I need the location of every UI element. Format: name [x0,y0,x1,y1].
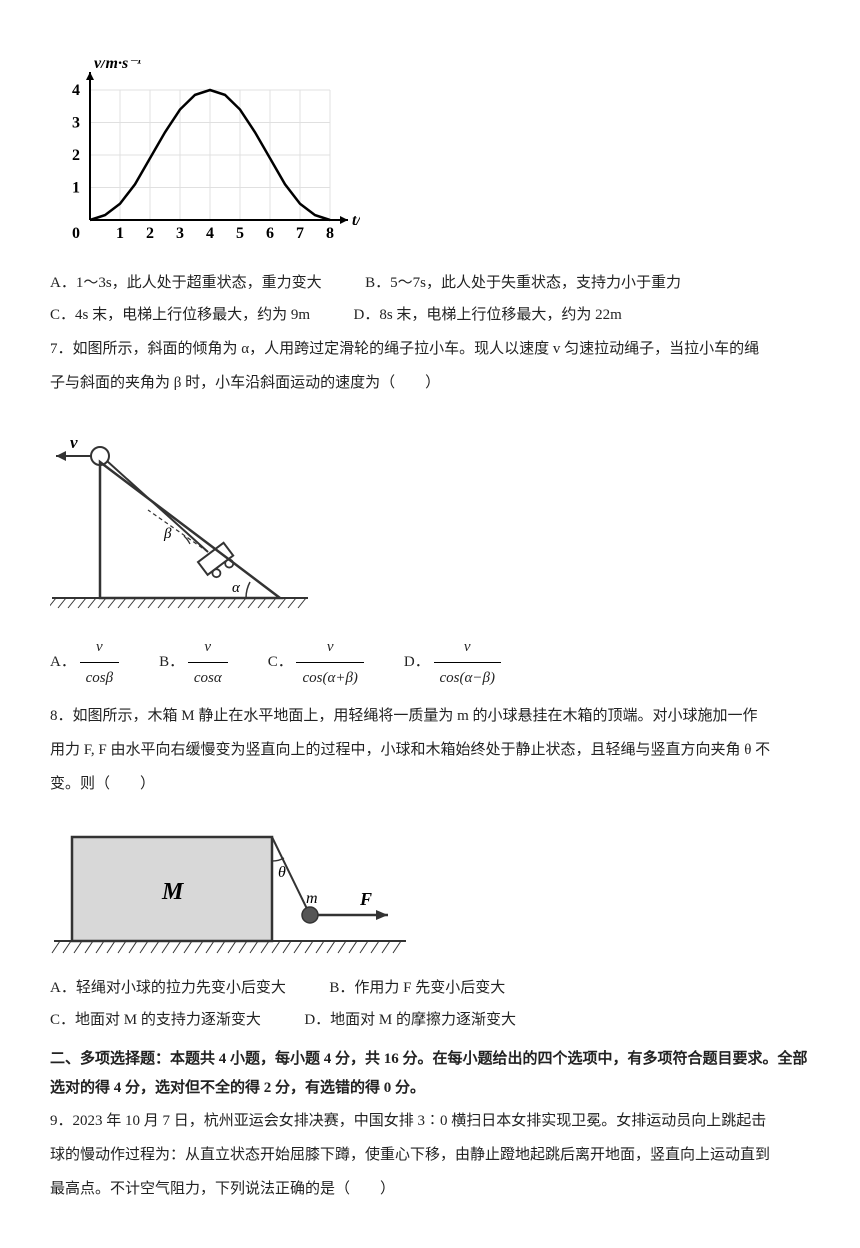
svg-text:8: 8 [326,225,334,242]
q7-options: A． vcosβ B． vcosα C． vcos(α+β) D． vcos(α… [50,632,810,693]
svg-text:4: 4 [72,82,80,99]
q6-options-row2: C．4s 末，电梯上行位移最大，约为 9m D．8s 末，电梯上行位移最大，约为… [50,300,810,330]
q6-option-a: A．1～3s，此人处于超重状态，重力变大 [50,275,322,291]
q8-options-row1: A．轻绳对小球的拉力先变小后变大 B．作用力 F 先变小后变大 [50,973,810,1003]
q8-option-c: C．地面对 M 的支持力逐渐变大 [50,1012,261,1028]
svg-text:0: 0 [72,225,80,242]
q9-text-line2: 球的慢动作过程为：从直立状态开始屈膝下蹲，使重心下移，由静止蹬地起跳后离开地面，… [50,1140,810,1170]
q7-diagram: α v β [50,410,810,620]
svg-text:θ: θ [278,864,286,881]
q8-box-diagram: Mθ m F [50,811,410,961]
svg-text:β: β [163,526,172,542]
svg-text:3: 3 [176,225,184,242]
q8-text-line3: 变。则（ ） [50,769,810,799]
velocity-time-graph: 1 2 3 4 5 6 7 8 1 2 3 4 0 v/m·s⁻¹ t/s [50,60,360,260]
q7-option-a: A． vcosβ [50,632,119,693]
q7-pulley-diagram: α v β [50,410,310,620]
svg-text:5: 5 [236,225,244,242]
q8-option-a: A．轻绳对小球的拉力先变小后变大 [50,980,286,996]
q8-diagram: Mθ m F [50,811,810,961]
q7-option-d: D． vcos(α−β) [404,632,501,693]
svg-text:6: 6 [266,225,274,242]
q7-option-c: C． vcos(α+β) [268,632,364,693]
svg-text:3: 3 [72,115,80,132]
svg-text:v: v [70,433,78,452]
q8-options-row2: C．地面对 M 的支持力逐渐变大 D．地面对 M 的摩擦力逐渐变大 [50,1005,810,1035]
q6-option-d: D．8s 末，电梯上行位移最大，约为 22m [354,307,622,323]
svg-text:1: 1 [116,225,124,242]
q6-option-c: C．4s 末，电梯上行位移最大，约为 9m [50,307,310,323]
svg-text:7: 7 [296,225,304,242]
q8-option-d: D．地面对 M 的摩擦力逐渐变大 [304,1012,516,1028]
q6-options-row1: A．1～3s，此人处于超重状态，重力变大 B．5～7s，此人处于失重状态，支持力… [50,268,810,298]
svg-text:v/m·s⁻¹: v/m·s⁻¹ [94,60,142,72]
section2-heading: 二、多项选择题：本题共 4 小题，每小题 4 分，共 16 分。在每小题给出的四… [50,1045,810,1102]
q8-text-line1: 8．如图所示，木箱 M 静止在水平地面上，用轻绳将一质量为 m 的小球悬挂在木箱… [50,701,810,731]
q7-text-line2: 子与斜面的夹角为 β 时，小车沿斜面运动的速度为（ ） [50,368,810,398]
svg-text:α: α [232,580,241,596]
q7-option-b: B． vcosα [159,632,228,693]
svg-text:2: 2 [72,147,80,164]
svg-text:t/s: t/s [352,212,360,229]
q6-velocity-chart: 1 2 3 4 5 6 7 8 1 2 3 4 0 v/m·s⁻¹ t/s [50,60,810,260]
q9-text-line1: 9．2023 年 10 月 7 日，杭州亚运会女排决赛，中国女排 3∶0 横扫日… [50,1106,810,1136]
svg-text:M: M [161,879,185,905]
q9-text-line3: 最高点。不计空气阻力，下列说法正确的是（ ） [50,1174,810,1204]
q7-text-line1: 7．如图所示，斜面的倾角为 α，人用跨过定滑轮的绳子拉小车。现人以速度 v 匀速… [50,334,810,364]
q6-option-b: B．5～7s，此人处于失重状态，支持力小于重力 [365,275,681,291]
svg-text:m: m [306,890,318,907]
svg-text:2: 2 [146,225,154,242]
svg-text:F: F [359,889,372,909]
svg-text:4: 4 [206,225,214,242]
svg-text:1: 1 [72,180,80,197]
q8-option-b: B．作用力 F 先变小后变大 [329,980,505,996]
q8-text-line2: 用力 F, F 由水平向右缓慢变为竖直向上的过程中，小球和木箱始终处于静止状态，… [50,735,810,765]
